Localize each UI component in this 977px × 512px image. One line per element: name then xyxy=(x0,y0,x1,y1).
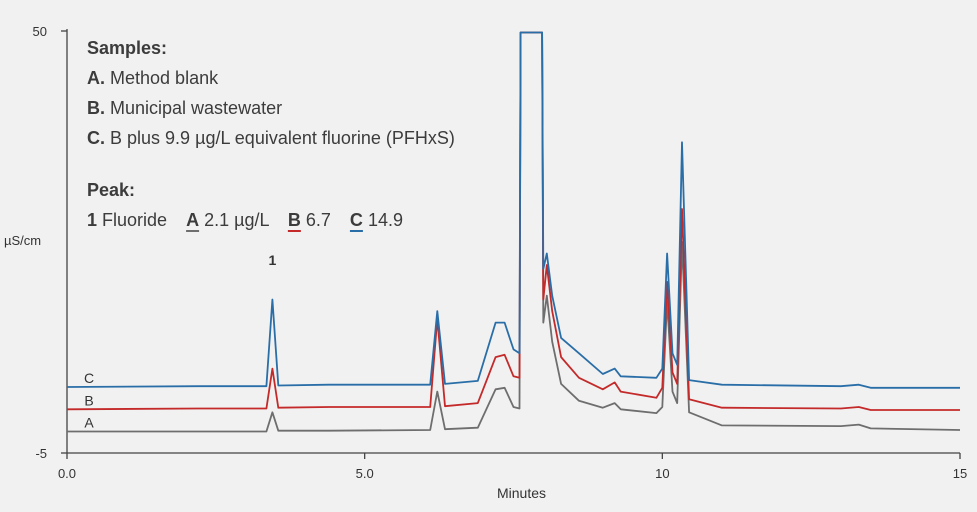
samples-title: Samples: xyxy=(87,38,168,58)
peak-value-b: 6.7 xyxy=(305,210,331,230)
x-tick-label: 0.0 xyxy=(58,466,76,481)
sample-item-c: C. B plus 9.9 µg/L equivalent fluorine (… xyxy=(87,128,455,148)
peak-row: 1 Fluoride A 2.1 µg/L B 6.7 C 14.9 xyxy=(87,205,455,235)
peak-label: 1 xyxy=(268,252,276,268)
x-tick-label: 15 xyxy=(953,466,967,481)
y-tick-label: -5 xyxy=(35,446,47,461)
x-tick-label: 5.0 xyxy=(356,466,374,481)
peak-key-a: A xyxy=(186,210,200,230)
y-tick-label: 50 xyxy=(33,24,47,39)
peak-key-c: C xyxy=(349,210,363,230)
peak-value-c: 14.9 xyxy=(367,210,403,230)
series-line-b xyxy=(66,31,960,411)
series-label-b: B xyxy=(84,392,93,408)
x-axis-label: Minutes xyxy=(497,485,546,501)
series-line-c xyxy=(66,31,960,389)
x-tick-label: 10 xyxy=(655,466,669,481)
peak-value-a: 2.1 µg/L xyxy=(204,210,269,230)
legend: Samples: A. Method blank B. Municipal wa… xyxy=(87,33,455,235)
series-label-a: A xyxy=(84,415,94,431)
peak-title: Peak: xyxy=(87,180,136,200)
peak-key-b: B xyxy=(287,210,301,230)
peak-number: 1 xyxy=(87,210,98,230)
series-label-c: C xyxy=(84,370,94,386)
sample-item-a: A. Method blank xyxy=(87,68,219,88)
sample-item-b: B. Municipal wastewater xyxy=(87,98,283,118)
peak-name: Fluoride xyxy=(102,210,168,230)
y-axis-label: µS/cm xyxy=(4,233,41,248)
series-line-a xyxy=(67,31,961,433)
